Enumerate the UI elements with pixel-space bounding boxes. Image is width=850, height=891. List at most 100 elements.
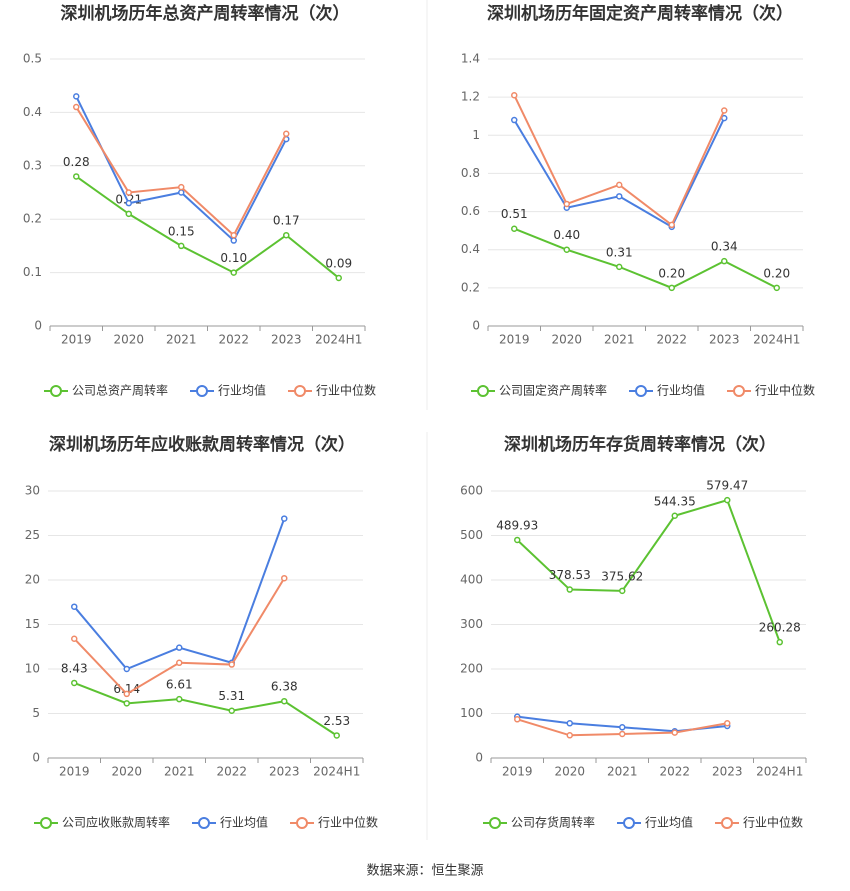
series-line <box>513 94 726 227</box>
y-tick-label: 0.8 <box>461 166 480 180</box>
legend-icon <box>635 385 647 397</box>
value-label: 0.40 <box>553 228 580 242</box>
value-label: 0.17 <box>273 214 300 228</box>
y-tick-label: 10 <box>25 662 40 676</box>
point <box>283 130 290 138</box>
value-label: 0.34 <box>711 240 738 254</box>
point <box>566 732 573 739</box>
point <box>668 221 675 229</box>
legend-label: 行业均值 <box>220 815 268 830</box>
point <box>176 659 183 667</box>
legend-label: 行业均值 <box>657 383 705 398</box>
point <box>230 237 237 244</box>
point <box>230 231 237 239</box>
y-tick-label: 0.5 <box>23 52 42 66</box>
legend-icon <box>721 817 733 829</box>
chart-title: 深圳机场历年总资产周转率情况（次） <box>61 3 350 24</box>
point <box>125 199 132 207</box>
point <box>563 200 570 208</box>
value-label: 0.28 <box>63 155 90 169</box>
chart-title: 深圳机场历年固定资产周转率情况（次） <box>487 3 793 24</box>
chart-title: 深圳机场历年应收账款周转率情况（次） <box>49 434 355 455</box>
legend-icon <box>198 817 210 829</box>
point <box>333 732 340 739</box>
legend-label: 公司固定资产周转率 <box>499 383 607 398</box>
x-tick-label: 2020 <box>111 765 142 779</box>
value-label: 489.93 <box>496 518 538 532</box>
x-tick-label: 2022 <box>216 765 247 779</box>
legend-label: 公司存货周转率 <box>511 815 595 830</box>
point <box>230 269 237 276</box>
point <box>619 724 626 731</box>
point <box>123 700 130 707</box>
y-tick-label: 5 <box>32 706 40 720</box>
value-label: 579.47 <box>706 479 748 493</box>
point <box>178 242 185 250</box>
source: 数据来源：恒生聚源 <box>366 864 483 879</box>
point <box>668 284 675 292</box>
point <box>73 103 80 111</box>
value-label: 0.51 <box>501 207 528 221</box>
point <box>619 730 626 738</box>
x-tick-label: 2023 <box>271 333 302 347</box>
value-label: 6.38 <box>271 680 298 694</box>
point <box>228 661 235 668</box>
legend-label: 公司应收账款周转率 <box>62 815 170 830</box>
legend-icon <box>733 385 745 397</box>
value-label: 0.10 <box>220 251 247 265</box>
y-tick-label: 0 <box>34 319 42 333</box>
x-tick-label: 2020 <box>113 333 144 347</box>
point <box>71 603 78 610</box>
point <box>178 183 185 191</box>
point <box>281 574 288 582</box>
y-tick-label: 0 <box>32 751 40 765</box>
value-label: 2.53 <box>323 714 350 728</box>
x-tick-label: 2021 <box>604 333 635 347</box>
value-label: 8.43 <box>61 661 88 675</box>
series-line <box>75 175 340 279</box>
point <box>724 496 731 504</box>
x-tick-label: 2024H1 <box>313 765 360 779</box>
legend-icon <box>489 817 501 829</box>
x-tick-label: 2019 <box>61 333 92 347</box>
point <box>671 729 678 736</box>
value-label: 0.20 <box>658 266 685 280</box>
point <box>281 515 288 522</box>
point <box>511 225 518 232</box>
legend-icon <box>623 817 635 829</box>
value-label: 0.15 <box>168 224 195 238</box>
point <box>566 720 573 727</box>
point <box>125 210 132 218</box>
legend-icon <box>296 817 308 829</box>
x-tick-label: 2019 <box>59 765 90 779</box>
value-label: 0.20 <box>763 266 790 280</box>
point <box>281 697 288 705</box>
point <box>176 644 183 651</box>
point <box>73 93 80 100</box>
y-tick-label: 500 <box>460 528 483 542</box>
point <box>71 679 78 687</box>
point <box>724 720 731 727</box>
point <box>176 695 183 703</box>
point <box>335 274 342 282</box>
value-label: 544.35 <box>654 494 696 508</box>
y-tick-label: 0 <box>472 319 480 333</box>
value-label: 375.62 <box>601 569 643 583</box>
x-tick-label: 2022 <box>659 765 690 779</box>
point <box>514 536 521 544</box>
legend-label: 行业均值 <box>645 815 693 830</box>
point <box>71 635 78 642</box>
x-tick-label: 2023 <box>269 765 300 779</box>
point <box>721 107 728 114</box>
x-tick-label: 2022 <box>656 333 687 347</box>
y-tick-label: 300 <box>460 617 483 631</box>
x-tick-label: 2020 <box>554 765 585 779</box>
legend-icon <box>50 385 62 397</box>
y-tick-label: 0 <box>475 751 483 765</box>
x-tick-label: 2019 <box>502 765 533 779</box>
y-tick-label: 25 <box>25 528 40 542</box>
legend-icon <box>40 817 52 829</box>
point <box>511 116 518 124</box>
y-tick-label: 0.2 <box>461 280 480 294</box>
